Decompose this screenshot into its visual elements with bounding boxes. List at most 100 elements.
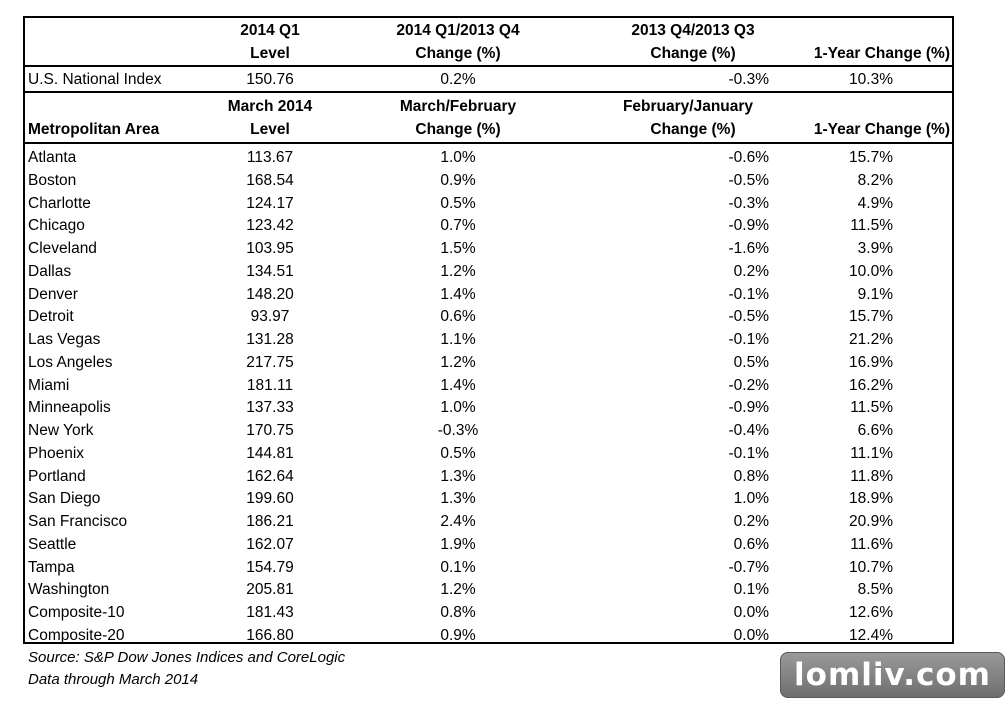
metro-col1-subheader: Level xyxy=(250,121,290,138)
metro-yoy: 11.8% xyxy=(850,467,893,485)
table-row: Los Angeles 217.75 1.2% 0.5% 16.9% xyxy=(25,351,952,374)
metro-level: 186.21 xyxy=(246,513,294,530)
metro-yoy: 6.6% xyxy=(857,422,893,439)
metro-level: 181.43 xyxy=(246,604,294,621)
metro-yoy: 21.2% xyxy=(849,331,893,348)
national-col2-subheader: Change (%) xyxy=(415,45,501,62)
metro-name: Portland xyxy=(28,467,86,485)
data-through-note: Data through March 2014 xyxy=(28,671,199,688)
metro-name: Tampa xyxy=(28,558,75,576)
national-col1-subheader: Level xyxy=(250,45,290,62)
metro-level: 168.54 xyxy=(246,171,294,189)
watermark-text: lomliv.com xyxy=(794,657,991,693)
metro-level: 162.64 xyxy=(246,467,294,485)
table-row: Charlotte 124.17 0.5% -0.3% 4.9% xyxy=(25,192,952,215)
metro-level: 137.33 xyxy=(246,399,294,417)
metro-prev-mom: 0.1% xyxy=(733,581,769,599)
metro-mom: 1.5% xyxy=(440,240,476,257)
metro-header-line1: March 2014 March/February February/Janua… xyxy=(25,95,952,118)
metro-yoy: 12.4% xyxy=(849,626,893,644)
metro-name: Dallas xyxy=(28,262,72,280)
metro-mom: 0.9% xyxy=(440,171,476,189)
metro-level: 154.79 xyxy=(246,558,294,576)
metro-level: 162.07 xyxy=(246,535,294,553)
metro-name: Denver xyxy=(28,285,78,303)
metro-name: New York xyxy=(28,422,94,439)
table-row: Miami 181.11 1.4% -0.2% 16.2% xyxy=(25,374,952,397)
metro-prev-mom: 0.2% xyxy=(733,513,769,530)
metro-mom: 1.4% xyxy=(440,376,476,394)
metro-mom: 1.1% xyxy=(440,331,476,348)
metro-prev-mom: 0.5% xyxy=(733,353,769,371)
metro-mom: 0.5% xyxy=(440,444,476,462)
national-col3-subheader: Change (%) xyxy=(650,45,736,62)
metro-level: 217.75 xyxy=(246,353,294,371)
metro-mom: 1.3% xyxy=(440,467,476,485)
metro-name: Las Vegas xyxy=(28,331,101,348)
metro-col0-header: Metropolitan Area xyxy=(28,121,160,138)
metro-prev-mom: -0.4% xyxy=(728,422,770,439)
table-row: Las Vegas 131.28 1.1% -0.1% 21.2% xyxy=(25,328,952,351)
metro-header-line2: Metropolitan Area Level Change (%) Chang… xyxy=(25,118,952,141)
metro-prev-mom: 0.0% xyxy=(733,604,769,621)
metro-name: Composite-20 xyxy=(28,626,125,644)
metro-yoy: 3.9% xyxy=(857,240,893,257)
table-row: Atlanta 113.67 1.0% -0.6% 15.7% xyxy=(25,146,952,169)
metro-name: Phoenix xyxy=(28,444,85,462)
table-row: Seattle 162.07 1.9% 0.6% 11.6% xyxy=(25,533,952,556)
metro-yoy: 8.2% xyxy=(857,171,893,189)
metro-prev-mom: -0.5% xyxy=(728,171,770,189)
metro-level: 134.51 xyxy=(246,262,294,280)
metro-prev-mom: -0.3% xyxy=(728,194,770,212)
metro-name: Cleveland xyxy=(28,240,97,257)
national-qoq: 0.2% xyxy=(440,71,476,88)
table-row: Detroit 93.97 0.6% -0.5% 15.7% xyxy=(25,305,952,328)
national-col4-subheader: 1-Year Change (%) xyxy=(813,45,950,62)
metro-mom: 0.5% xyxy=(440,194,476,212)
source-note: Source: S&P Dow Jones Indices and CoreLo… xyxy=(28,649,346,666)
metro-yoy: 15.7% xyxy=(849,308,893,326)
metro-name: Atlanta xyxy=(28,149,77,166)
home-price-table: 2014 Q1 2014 Q1/2013 Q4 2013 Q4/2013 Q3 … xyxy=(23,16,954,644)
metro-prev-mom: -0.1% xyxy=(728,331,770,348)
metro-mom: 1.9% xyxy=(440,535,476,553)
metro-mom: 1.2% xyxy=(440,581,476,599)
metro-col3-header: February/January xyxy=(622,98,754,115)
table-row: Composite-20 166.80 0.9% 0.0% 12.4% xyxy=(25,624,952,647)
metro-name: Los Angeles xyxy=(28,353,113,371)
metro-name: Miami xyxy=(28,376,70,394)
metro-mom: 1.4% xyxy=(440,285,476,303)
metro-level: 148.20 xyxy=(246,285,294,303)
table-row: Denver 148.20 1.4% -0.1% 9.1% xyxy=(25,283,952,306)
metro-name: Detroit xyxy=(28,308,74,326)
national-prev-qoq: -0.3% xyxy=(728,71,770,88)
national-name: U.S. National Index xyxy=(28,71,162,88)
metro-prev-mom: -0.9% xyxy=(728,217,770,235)
metro-prev-mom: 0.2% xyxy=(733,262,769,280)
national-header-line1: 2014 Q1 2014 Q1/2013 Q4 2013 Q4/2013 Q3 xyxy=(25,19,952,42)
divider xyxy=(25,142,952,144)
watermark-logo: lomliv.com xyxy=(780,652,1005,698)
metro-mom: 1.0% xyxy=(440,399,476,417)
metro-yoy: 12.6% xyxy=(849,604,893,621)
national-col1-header: 2014 Q1 xyxy=(240,22,300,39)
metro-name: San Francisco xyxy=(28,513,128,530)
metro-yoy: 10.7% xyxy=(849,558,893,576)
metro-name: Composite-10 xyxy=(28,604,125,621)
table-row: Portland 162.64 1.3% 0.8% 11.8% xyxy=(25,465,952,488)
metro-level: 113.67 xyxy=(246,149,294,166)
metro-yoy: 8.5% xyxy=(857,581,893,599)
metro-yoy: 16.2% xyxy=(849,376,893,394)
metro-level: 205.81 xyxy=(246,581,294,599)
table-row: Washington 205.81 1.2% 0.1% 8.5% xyxy=(25,578,952,601)
metro-col2-subheader: Change (%) xyxy=(415,121,501,138)
metro-col4-header: 1-Year Change (%) xyxy=(813,121,950,138)
metro-level: 199.60 xyxy=(246,490,294,508)
metro-mom: -0.3% xyxy=(437,422,479,439)
metro-col3-subheader: Change (%) xyxy=(650,121,736,138)
metro-level: 181.11 xyxy=(246,376,294,394)
metro-yoy: 10.0% xyxy=(849,262,893,280)
metro-prev-mom: -0.6% xyxy=(728,149,770,166)
metro-level: 123.42 xyxy=(246,217,294,235)
metro-name: San Diego xyxy=(28,490,101,508)
